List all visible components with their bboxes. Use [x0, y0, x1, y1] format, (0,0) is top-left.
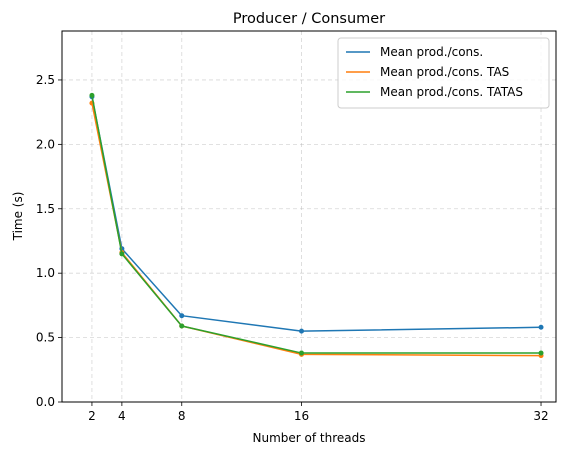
chart-title: Producer / Consumer [233, 11, 385, 27]
series-layer [89, 92, 544, 359]
data-point [538, 324, 544, 330]
data-point [179, 323, 185, 329]
x-tick-label: 4 [118, 409, 126, 423]
legend-box [337, 37, 550, 109]
data-point [119, 251, 125, 257]
data-point [299, 350, 305, 356]
y-axis: 0.0 0.5 1.0 1.5 2.0 2.5 [36, 73, 62, 409]
y-tick-label: 0.5 [36, 331, 55, 345]
x-tick-label: 32 [533, 409, 548, 423]
plot-frame [61, 30, 557, 403]
y-tick-label: 1.0 [36, 266, 55, 280]
y-tick-label: 1.5 [36, 202, 55, 216]
x-tick-label: 16 [294, 409, 309, 423]
legend-label: Mean prod./cons. [380, 45, 483, 59]
data-point [179, 313, 185, 319]
x-axis-title: Number of threads [253, 431, 366, 445]
series-3 [89, 92, 544, 356]
data-point [538, 350, 544, 356]
x-tick-label: 8 [178, 409, 186, 423]
legend-item: Mean prod./cons. TAS [346, 65, 509, 79]
x-axis: 2 4 8 16 32 [88, 402, 549, 423]
legend-item: Mean prod./cons. TATAS [346, 85, 523, 99]
legend-label: Mean prod./cons. TAS [380, 65, 509, 79]
x-tick-label: 2 [88, 409, 96, 423]
y-tick-label: 2.0 [36, 137, 55, 151]
legend-item: Mean prod./cons. [346, 45, 483, 59]
y-axis-title: Time (s) [11, 192, 25, 242]
y-tick-label: 2.5 [36, 73, 55, 87]
y-tick-label: 0.0 [36, 395, 55, 409]
legend-label: Mean prod./cons. TATAS [380, 85, 523, 99]
data-point [299, 328, 305, 334]
data-point [89, 92, 95, 98]
legend: Mean prod./cons. Mean prod./cons. TAS Mean… [337, 37, 550, 109]
